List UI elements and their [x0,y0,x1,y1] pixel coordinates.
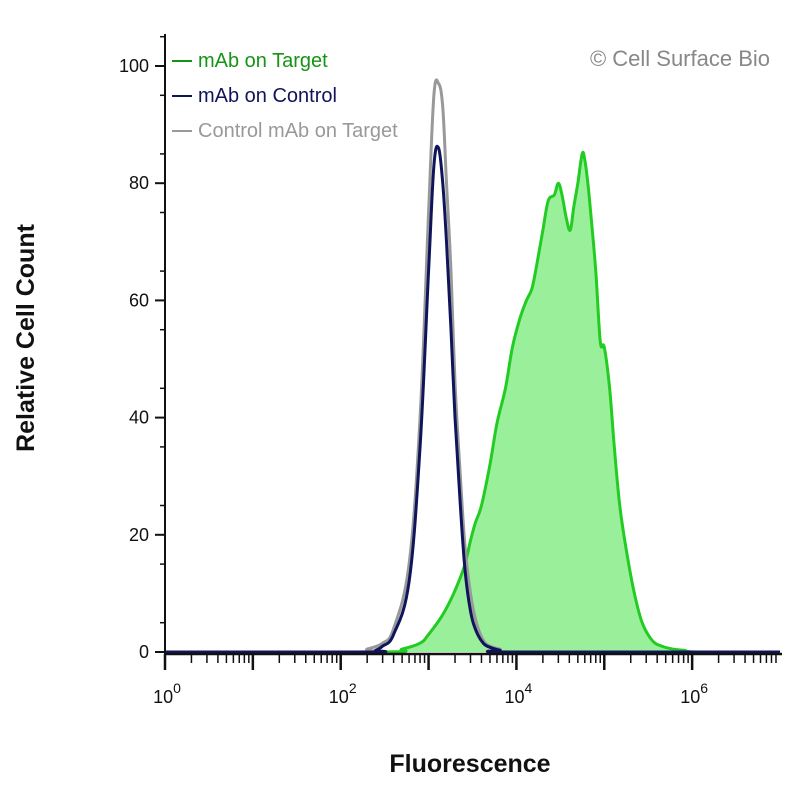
x-tick-label: 102 [329,680,357,707]
watermark: © Cell Surface Bio [590,46,770,71]
x-tick-label: 100 [153,680,181,707]
x-tick-label: 104 [505,680,533,707]
plot-area [165,78,780,654]
legend: mAb on Target mAb on Control Control mAb o… [172,50,398,142]
legend-label: mAb on Target [198,50,328,72]
legend-item-mab-on-target: mAb on Target [172,50,328,72]
x-axis-title: Fluorescence [389,750,550,778]
y-tick-label: 20 [129,525,149,545]
y-axis-title: Relative Cell Count [12,223,40,451]
y-tick-label: 0 [139,642,149,662]
y-tick-label: 40 [129,408,149,428]
legend-item-control-mab-on-target: Control mAb on Target [172,120,398,142]
y-tick-label: 60 [129,290,149,310]
y-tick-label: 80 [129,173,149,193]
series-line-mab-on-target [165,150,780,654]
series-line-mab-on-control [165,144,780,654]
legend-label: mAb on Control [198,85,337,107]
legend-item-mab-on-control: mAb on Control [172,85,337,107]
x-tick-label: 106 [680,680,708,707]
legend-label: Control mAb on Target [198,120,398,142]
axes: 0 20 40 60 80 100 100 102 104 106 [119,34,782,707]
series-fill-mab-on-target [165,152,780,653]
y-tick-label: 100 [119,56,149,76]
